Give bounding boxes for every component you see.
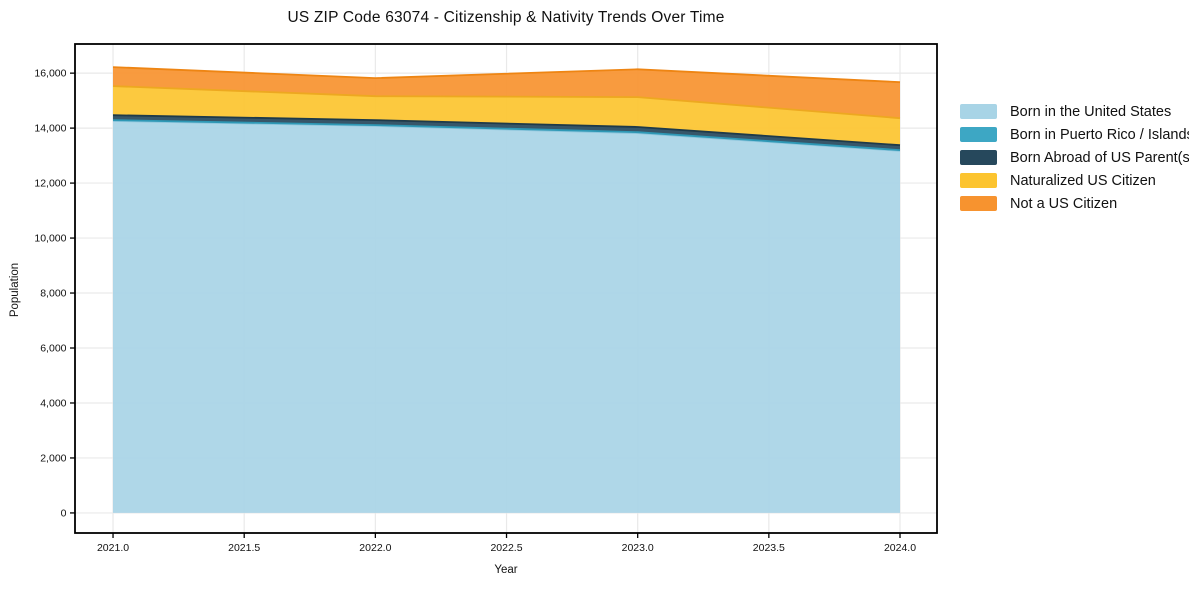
area-band [113, 115, 900, 151]
area-edge-line [112, 114, 901, 147]
x-axis-label: Year [494, 564, 518, 576]
x-tick-label: 2021.5 [228, 542, 260, 554]
x-tick-label: 2022.5 [490, 542, 522, 554]
area-edge-line [112, 66, 901, 84]
y-tick-label: 8,000 [40, 288, 66, 300]
y-axis-label: Population [9, 262, 21, 318]
legend-item: Born in the United States [960, 100, 1189, 123]
legend-label: Not a US Citizen [1010, 195, 1118, 212]
legend-label: Born in Puerto Rico / Islands [1010, 126, 1189, 143]
y-tick-label: 10,000 [34, 233, 66, 245]
legend-label: Naturalized US Citizen [1010, 172, 1156, 189]
legend-label: Born in the United States [1010, 103, 1172, 120]
x-tick-label: 2023.0 [622, 542, 654, 554]
y-tick-label: 6,000 [40, 343, 66, 355]
legend-item: Naturalized US Citizen [960, 169, 1189, 192]
area-edge-line [112, 85, 901, 120]
y-tick-label: 16,000 [34, 68, 66, 80]
x-tick-label: 2024.0 [884, 542, 916, 554]
legend-label: Born Abroad of US Parent(s) [1010, 149, 1189, 166]
area-band [113, 86, 900, 146]
y-tick-label: 0 [61, 507, 67, 519]
y-tick-label: 14,000 [34, 123, 66, 135]
legend-swatch [960, 173, 997, 188]
legend: Born in the United States Born in Puerto… [960, 100, 1189, 215]
x-tick-label: 2021.0 [97, 542, 129, 554]
legend-item: Born in Puerto Rico / Islands [960, 123, 1189, 146]
y-tick-label: 4,000 [40, 397, 66, 409]
legend-swatch [960, 196, 997, 211]
legend-item: Not a US Citizen [960, 192, 1189, 215]
chart-title: US ZIP Code 63074 - Citizenship & Nativi… [287, 9, 725, 26]
area-band [113, 121, 900, 513]
area-band [113, 67, 900, 119]
x-tick-label: 2022.0 [359, 542, 391, 554]
y-tick-label: 2,000 [40, 452, 66, 464]
legend-item: Born Abroad of US Parent(s) [960, 146, 1189, 169]
area-edge-line [112, 119, 901, 151]
legend-swatch [960, 127, 997, 142]
y-tick-label: 12,000 [34, 178, 66, 190]
legend-swatch [960, 104, 997, 119]
x-tick-label: 2023.5 [753, 542, 785, 554]
legend-swatch [960, 150, 997, 165]
